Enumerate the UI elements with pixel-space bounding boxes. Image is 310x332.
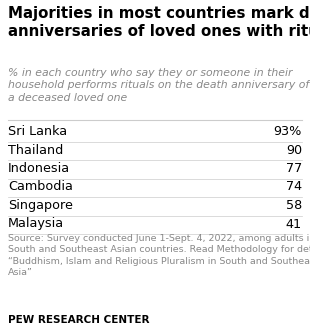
Text: Indonesia: Indonesia (8, 162, 70, 175)
Text: 41: 41 (286, 217, 302, 230)
Text: Source: Survey conducted June 1-Sept. 4, 2022, among adults in six
South and Sou: Source: Survey conducted June 1-Sept. 4,… (8, 234, 310, 277)
Text: Singapore: Singapore (8, 199, 73, 212)
Text: Sri Lanka: Sri Lanka (8, 125, 67, 138)
Text: Majorities in most countries mark death
anniversaries of loved ones with rituals: Majorities in most countries mark death … (8, 6, 310, 39)
Text: 90: 90 (286, 143, 302, 156)
Text: Thailand: Thailand (8, 143, 63, 156)
Text: 58: 58 (286, 199, 302, 212)
Text: Cambodia: Cambodia (8, 181, 73, 194)
Text: Malaysia: Malaysia (8, 217, 64, 230)
Text: 74: 74 (286, 181, 302, 194)
Text: 93%: 93% (274, 125, 302, 138)
Text: PEW RESEARCH CENTER: PEW RESEARCH CENTER (8, 315, 149, 325)
Text: % in each country who say they or someone in their
household performs rituals on: % in each country who say they or someon… (8, 68, 309, 103)
Text: 77: 77 (286, 162, 302, 175)
